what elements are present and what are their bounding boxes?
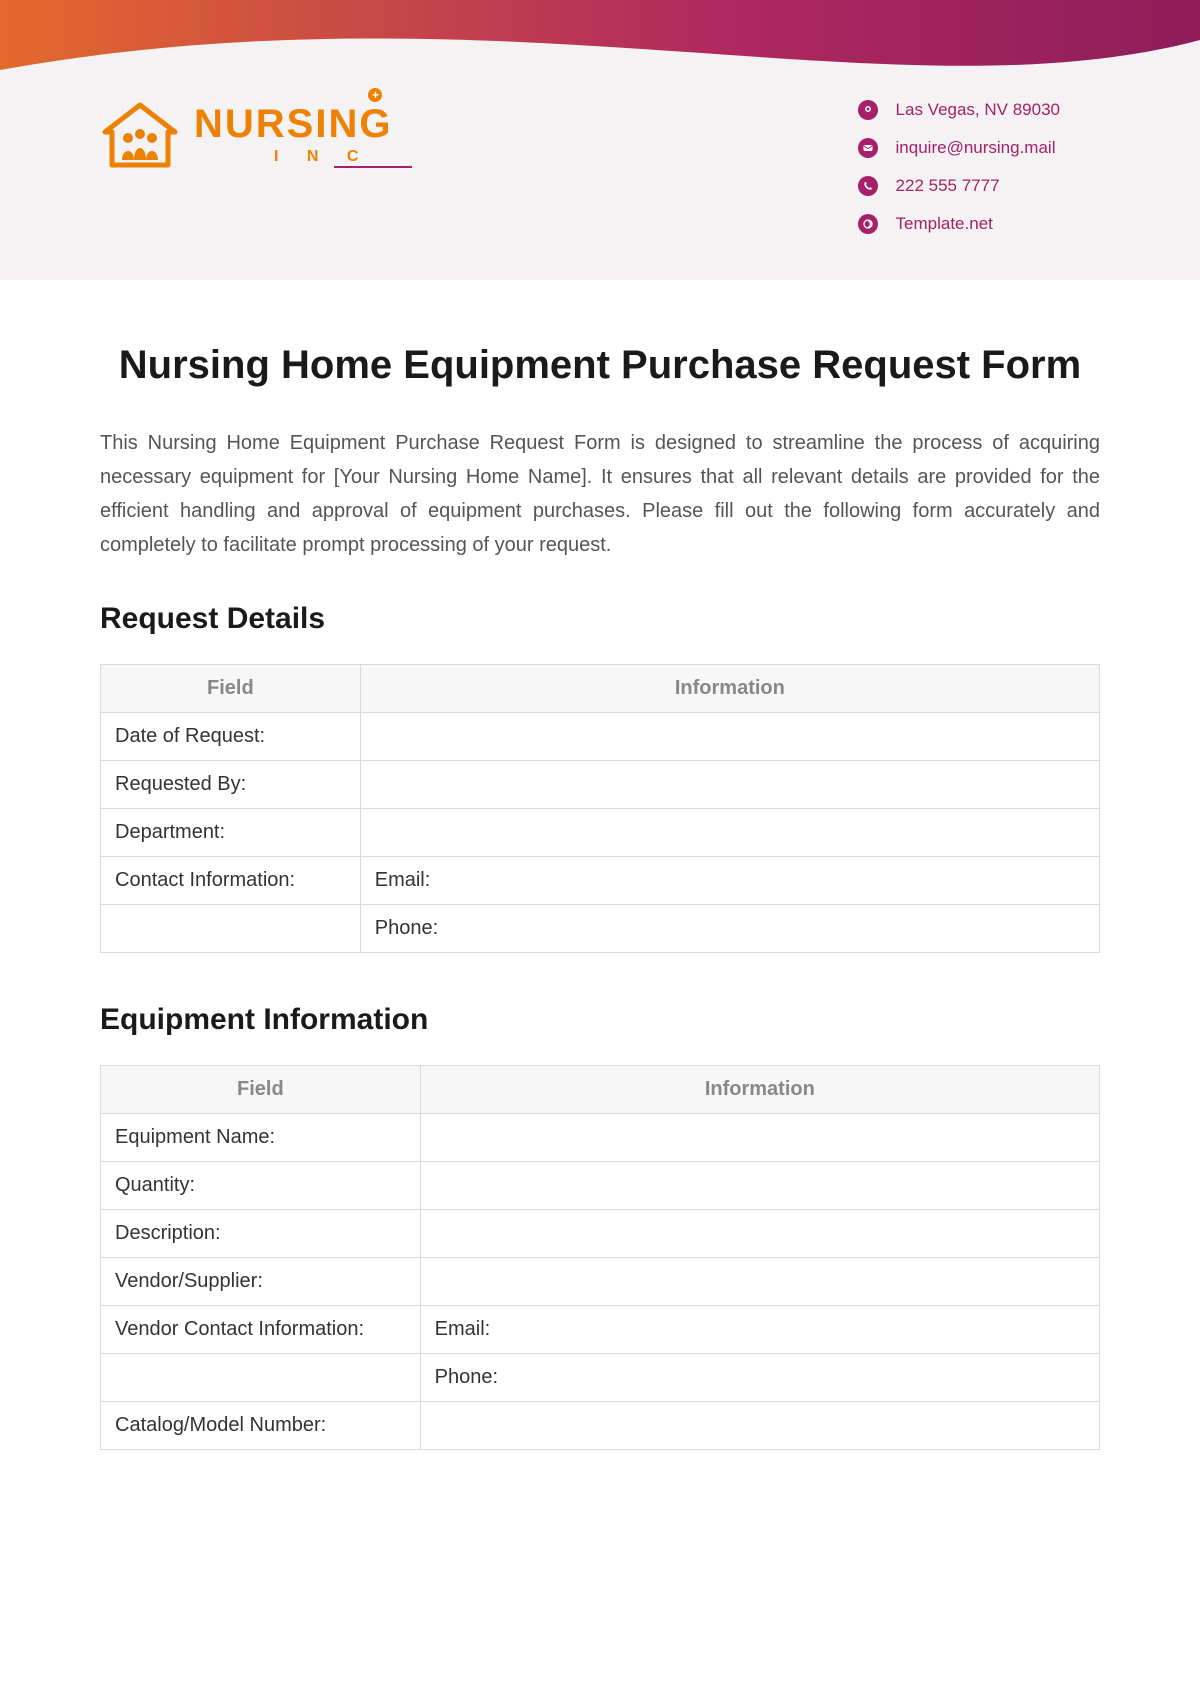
- contact-web: Template.net: [858, 214, 1060, 234]
- cell-info[interactable]: Email:: [420, 1306, 1099, 1354]
- table-request-details: Field Information Date of Request: Reque…: [100, 664, 1100, 953]
- cell-info[interactable]: [420, 1114, 1099, 1162]
- phone-icon: [858, 176, 878, 196]
- table-header-info: Information: [420, 1066, 1099, 1114]
- contact-text: Template.net: [896, 214, 993, 234]
- section-heading-equipment-info: Equipment Information: [100, 1003, 1100, 1037]
- table-row: Quantity:: [101, 1162, 1100, 1210]
- cell-field: Requested By:: [101, 761, 361, 809]
- contact-email: inquire@nursing.mail: [858, 138, 1060, 158]
- table-row: Phone:: [101, 1354, 1100, 1402]
- email-icon: [858, 138, 878, 158]
- page-title: Nursing Home Equipment Purchase Request …: [100, 340, 1100, 390]
- table-header-field: Field: [101, 1066, 421, 1114]
- web-icon: [858, 214, 878, 234]
- page-content: Nursing Home Equipment Purchase Request …: [0, 280, 1200, 1540]
- logo-underline: [334, 166, 412, 168]
- plus-icon: +: [368, 88, 382, 102]
- cell-info[interactable]: Phone:: [420, 1354, 1099, 1402]
- contact-text: 222 555 7777: [896, 176, 1000, 196]
- house-people-icon: [100, 100, 180, 170]
- contact-text: inquire@nursing.mail: [896, 138, 1056, 158]
- intro-paragraph: This Nursing Home Equipment Purchase Req…: [100, 426, 1100, 562]
- table-row: Date of Request:: [101, 713, 1100, 761]
- table-row: Equipment Name:: [101, 1114, 1100, 1162]
- table-row: Description:: [101, 1210, 1100, 1258]
- page-header: + NURSING I N C Las Vegas, NV 89030 inqu…: [0, 0, 1200, 280]
- table-row: Requested By:: [101, 761, 1100, 809]
- contact-location: Las Vegas, NV 89030: [858, 100, 1060, 120]
- cell-field: Department:: [101, 809, 361, 857]
- table-row: Vendor Contact Information:Email:: [101, 1306, 1100, 1354]
- contact-list: Las Vegas, NV 89030 inquire@nursing.mail…: [858, 100, 1060, 234]
- contact-phone: 222 555 7777: [858, 176, 1060, 196]
- table-equipment-info: Field Information Equipment Name: Quanti…: [100, 1065, 1100, 1450]
- table-row: Contact Information:Email:: [101, 857, 1100, 905]
- cell-field: [101, 905, 361, 953]
- cell-field: Description:: [101, 1210, 421, 1258]
- cell-field: [101, 1354, 421, 1402]
- logo-text: + NURSING I N C: [194, 104, 392, 166]
- cell-info[interactable]: Email:: [360, 857, 1099, 905]
- cell-info[interactable]: [360, 761, 1099, 809]
- table-header-field: Field: [101, 665, 361, 713]
- cell-info[interactable]: Phone:: [360, 905, 1099, 953]
- cell-field: Quantity:: [101, 1162, 421, 1210]
- cell-field: Catalog/Model Number:: [101, 1402, 421, 1450]
- cell-info[interactable]: [360, 809, 1099, 857]
- table-row: Catalog/Model Number:: [101, 1402, 1100, 1450]
- cell-info[interactable]: [420, 1258, 1099, 1306]
- section-heading-request-details: Request Details: [100, 602, 1100, 636]
- table-header-info: Information: [360, 665, 1099, 713]
- logo-main-text: NURSING: [194, 104, 392, 144]
- table-row: Vendor/Supplier:: [101, 1258, 1100, 1306]
- cell-field: Vendor Contact Information:: [101, 1306, 421, 1354]
- table-row: Phone:: [101, 905, 1100, 953]
- table-row: Department:: [101, 809, 1100, 857]
- cell-info[interactable]: [420, 1210, 1099, 1258]
- cell-info[interactable]: [420, 1402, 1099, 1450]
- contact-text: Las Vegas, NV 89030: [896, 100, 1060, 120]
- cell-info[interactable]: [360, 713, 1099, 761]
- cell-info[interactable]: [420, 1162, 1099, 1210]
- location-icon: [858, 100, 878, 120]
- cell-field: Vendor/Supplier:: [101, 1258, 421, 1306]
- logo-sub-text: I N C: [194, 148, 392, 166]
- logo: + NURSING I N C: [100, 100, 392, 170]
- cell-field: Date of Request:: [101, 713, 361, 761]
- cell-field: Equipment Name:: [101, 1114, 421, 1162]
- cell-field: Contact Information:: [101, 857, 361, 905]
